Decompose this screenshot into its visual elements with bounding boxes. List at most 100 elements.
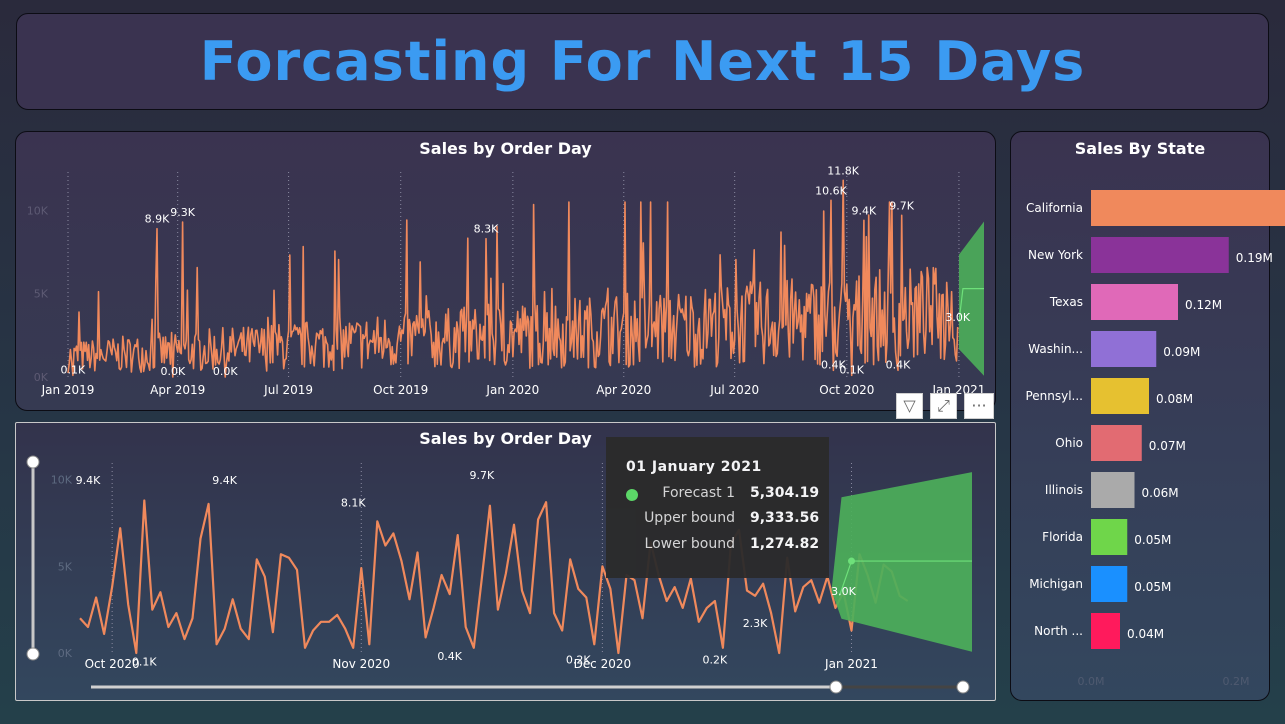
y-tick-label: 10K — [27, 204, 49, 217]
top-line-chart[interactable]: Sales by Order Day 0K 5K 10K Jan 2019 Apr 20… — [15, 131, 996, 411]
state-value-label: 0.07M — [1149, 439, 1186, 453]
x-tick-label: Oct 2020 — [819, 383, 874, 397]
tooltip-value: 5,304.19 — [750, 485, 820, 501]
top-chart-svg: 0K 5K 10K Jan 2019 Apr 2019 Jul 2019 Oct 2019 J… — [27, 164, 986, 397]
tooltip-date: 01 January 2021 — [626, 459, 762, 475]
tooltip-row-forecast: Forecast 1 5,304.19 — [606, 485, 829, 507]
page-title: Forcasting For Next 15 Days — [199, 30, 1086, 93]
more-options-icon[interactable]: ··· — [964, 393, 994, 419]
data-label: 0.4K — [821, 358, 846, 371]
state-bar — [1091, 519, 1128, 555]
forecast-line — [958, 287, 984, 323]
state-value-label: 0.04M — [1127, 627, 1164, 641]
tooltip-label: Upper bound — [644, 510, 735, 526]
data-label: 0.1K — [61, 363, 86, 376]
sales-line-series — [67, 179, 959, 378]
title-banner: Forcasting For Next 15 Days — [16, 13, 1269, 110]
tooltip-label: Forecast 1 — [662, 485, 735, 501]
state-bar — [1091, 331, 1157, 367]
x-tick-label: Apr 2019 — [150, 383, 205, 397]
x-tick-label: Apr 2020 — [596, 383, 651, 397]
state-label: California — [1026, 201, 1083, 215]
x-tick-label: 0.0M — [1078, 675, 1105, 688]
forecast-tooltip: 01 January 2021 Forecast 1 5,304.19 Uppe… — [606, 437, 829, 578]
data-label: 9.4K — [852, 204, 877, 217]
data-label: 11.8K — [827, 164, 859, 177]
state-value-label: 0.08M — [1156, 392, 1193, 406]
forecast-band — [958, 221, 984, 376]
state-value-label: 0.05M — [1134, 533, 1171, 547]
y-tick-label: 5K — [58, 560, 73, 573]
sales-by-state-chart[interactable]: Sales By State California0.34MNew York0.… — [1010, 131, 1285, 701]
y-tick-label: 0K — [58, 647, 73, 660]
more-glyph: ··· — [971, 396, 987, 415]
data-label: 8.3K — [474, 223, 499, 236]
state-value-label: 0.09M — [1163, 345, 1200, 359]
data-label: 8.9K — [145, 213, 170, 226]
state-label: Illinois — [1045, 483, 1083, 497]
x-tick-label: Jan 2020 — [485, 383, 539, 397]
data-label: 9.4K — [212, 474, 237, 487]
range-slider-handle-right — [956, 680, 970, 694]
data-label: 8.1K — [341, 497, 366, 510]
state-label: New York — [1028, 248, 1083, 262]
data-label: 3.0K — [945, 311, 970, 324]
focus-mode-icon[interactable]: ⤢ — [930, 393, 957, 419]
state-bar — [1091, 425, 1142, 461]
data-label: 3.0K — [831, 585, 856, 598]
bottom-chart-svg: 0K 5K 10K Oct 2020 Nov 2020 Dec 2020 Jan 2021 9… — [26, 455, 972, 694]
x-tick-label: Jan 2019 — [41, 383, 95, 397]
state-value-label: 0.06M — [1142, 486, 1179, 500]
filter-glyph: ▽ — [903, 396, 916, 415]
state-chart-svg: California0.34MNew York0.19MTexas0.12MWa… — [1025, 190, 1285, 688]
chart-title: Sales by Order Day — [419, 429, 592, 448]
tooltip-value: 9,333.56 — [750, 510, 820, 526]
data-label: 9.7K — [469, 469, 494, 482]
vertical-slider-handle-bottom — [26, 647, 40, 661]
chart-title: Sales By State — [1074, 139, 1206, 158]
x-tick-label: Jan 2021 — [824, 657, 878, 671]
state-bar — [1091, 613, 1120, 649]
tooltip-row-lower: Lower bound 1,274.82 — [606, 536, 829, 558]
data-label: 0.2K — [703, 654, 728, 667]
tooltip-value: 1,274.82 — [750, 536, 820, 552]
state-value-label: 0.12M — [1185, 298, 1222, 312]
state-bar — [1091, 237, 1229, 273]
data-label: 2.3K — [743, 617, 768, 630]
state-bar — [1091, 472, 1135, 508]
forecast-dot-icon — [626, 489, 638, 501]
data-label: 0.0K — [213, 365, 238, 378]
state-label: North ... — [1034, 624, 1083, 638]
state-label: Ohio — [1055, 436, 1083, 450]
state-label: Pennsyl... — [1025, 389, 1083, 403]
state-bar — [1091, 566, 1128, 602]
y-tick-label: 0K — [34, 371, 49, 384]
y-tick-label: 10K — [51, 474, 73, 487]
forecast-band — [831, 472, 972, 652]
x-tick-label: Nov 2020 — [332, 657, 390, 671]
data-label: 9.7K — [889, 199, 914, 212]
state-label: Michigan — [1029, 577, 1083, 591]
x-tick-label: Jul 2020 — [709, 383, 759, 397]
state-bar — [1091, 378, 1149, 414]
bottom-line-chart[interactable]: Sales by Order Day 0K 5K 10K Oct 2020 Nov 20… — [15, 422, 996, 701]
y-tick-label: 5K — [34, 288, 49, 301]
data-label: 0.4K — [886, 358, 911, 371]
data-label: 9.4K — [76, 474, 101, 487]
state-value-label: 0.19M — [1236, 251, 1273, 265]
x-tick-label: Oct 2019 — [373, 383, 428, 397]
sales-line-series — [79, 499, 909, 655]
range-slider-handle-left — [829, 680, 843, 694]
vertical-slider-handle-top — [26, 455, 40, 469]
state-label: Washin... — [1028, 342, 1083, 356]
filter-icon[interactable]: ▽ — [896, 393, 923, 419]
state-label: Texas — [1049, 295, 1083, 309]
data-label: 0.4K — [437, 650, 462, 663]
data-label: 0.1K — [839, 363, 864, 376]
x-tick-label: Oct 2020 — [85, 657, 140, 671]
state-bar — [1091, 284, 1178, 320]
data-label: 0.1K — [132, 655, 157, 668]
data-label: 10.6K — [815, 184, 847, 197]
data-label: 0.0K — [160, 365, 185, 378]
tooltip-label: Lower bound — [644, 536, 735, 552]
